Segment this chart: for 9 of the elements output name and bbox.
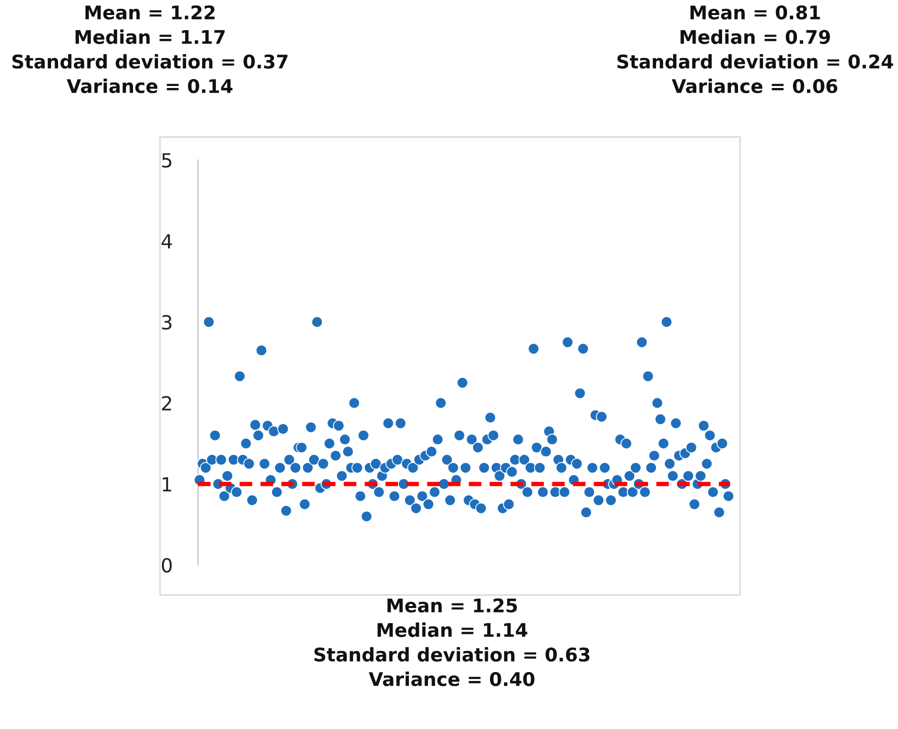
y-tick-label: 5 [162,153,172,168]
y-tick-label: 4 [162,234,172,248]
text: Mean = 1.25 Median = 1.14 Standard deviation = 0.63 Variance = 0.40 [314,598,590,686]
text: Mean = 1.22 Median = 1.17 Standard deviation = 0.37 Variance = 0.14 [12,5,288,94]
y-tick-label: 2 [162,396,172,410]
y-tick-label: 1 [162,477,172,492]
y-tick-label: 3 [162,314,172,330]
y-tick-label: 0 [162,558,172,573]
text: Mean = 0.81 Median = 0.79 Standard deviation = 0.24 Variance = 0.06 [617,5,894,94]
